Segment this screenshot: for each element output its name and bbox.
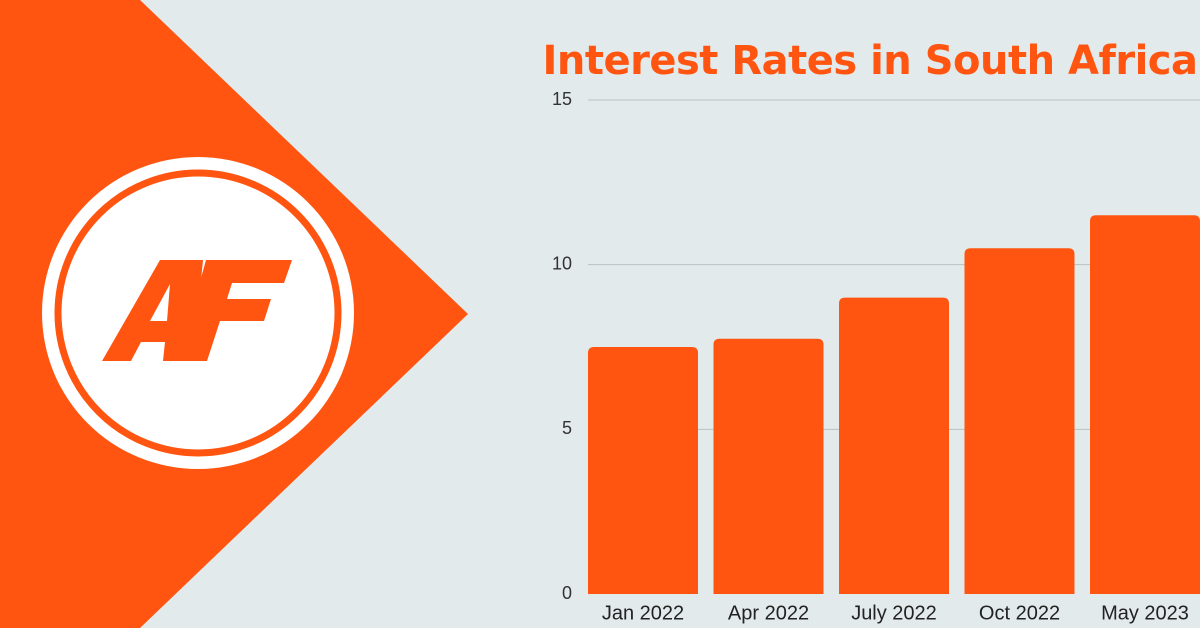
bar xyxy=(588,347,698,594)
bar xyxy=(1090,215,1200,594)
y-axis-ticks: 0 5 10 15 xyxy=(552,89,572,603)
chart-title: Interest Rates in South Africa xyxy=(542,38,1199,84)
y-tick-label: 15 xyxy=(552,89,572,109)
bar xyxy=(713,338,824,594)
x-tick-label: Oct 2022 xyxy=(979,602,1060,624)
bar xyxy=(839,297,949,594)
y-tick-label: 0 xyxy=(562,583,572,603)
x-tick-label: May 2023 xyxy=(1101,602,1189,624)
x-tick-label: Jan 2022 xyxy=(602,602,684,624)
bars xyxy=(588,215,1200,594)
x-tick-label: July 2022 xyxy=(851,602,937,624)
y-tick-label: 5 xyxy=(562,418,572,438)
x-axis-ticks: Jan 2022 Apr 2022 July 2022 Oct 2022 May 202… xyxy=(602,602,1189,624)
af-logo xyxy=(42,157,354,469)
y-tick-label: 10 xyxy=(552,253,572,273)
bar xyxy=(964,248,1075,594)
x-tick-label: Apr 2022 xyxy=(728,602,809,624)
